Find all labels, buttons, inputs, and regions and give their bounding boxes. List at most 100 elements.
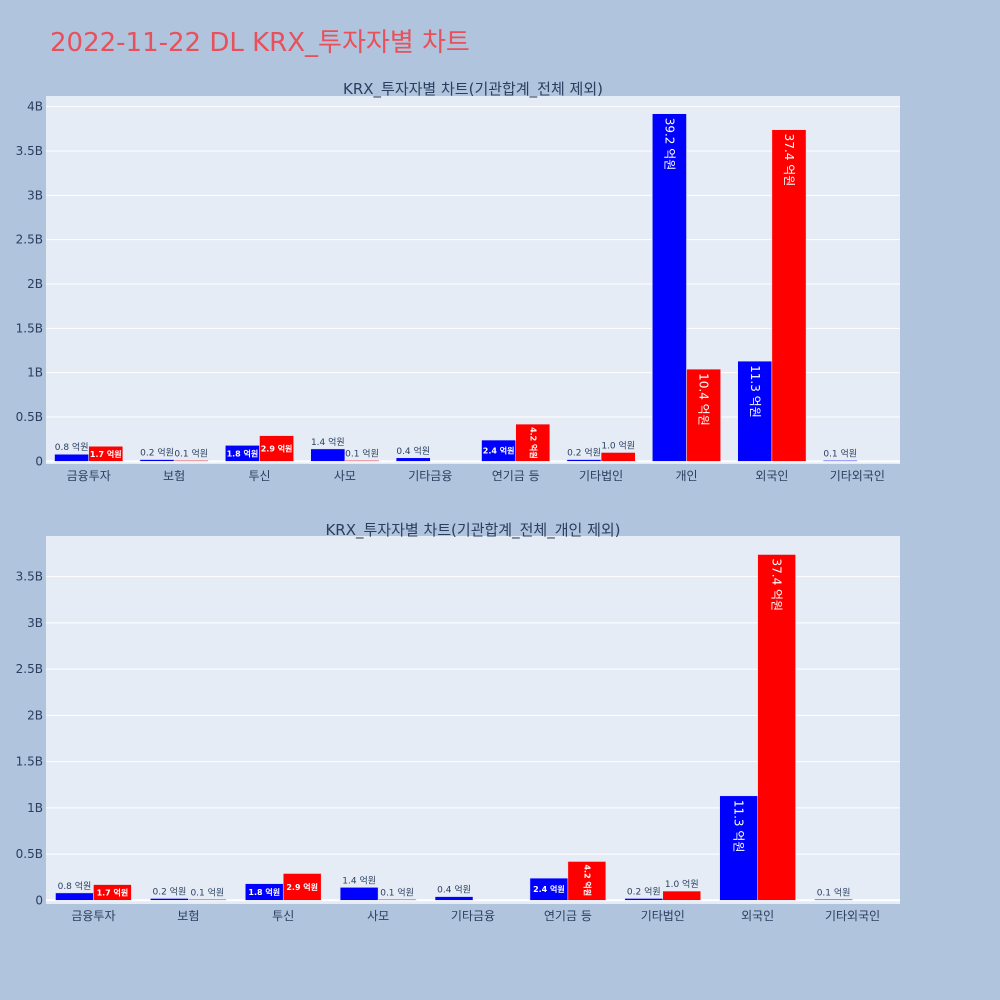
bar-label: 0.8 억원 [55, 441, 89, 453]
x-tick-label: 보험 [177, 909, 199, 923]
page-title: 2022-11-22 DL KRX_투자자별 차트 [50, 28, 470, 58]
bar [139, 459, 175, 462]
bar [339, 887, 379, 901]
bar [814, 899, 853, 901]
x-tick-label: 기타법인 [579, 469, 623, 483]
bar-label: 37.4 억원 [770, 558, 784, 611]
y-tick-label: 3B [27, 188, 43, 202]
bar [344, 460, 380, 462]
y-tick-label: 3B [27, 616, 43, 630]
bar [377, 899, 417, 901]
x-tick-label: 기타금융 [451, 909, 495, 923]
chart-title: KRX_투자자별 차트(기관합계_전체_개인 제외) [325, 521, 620, 540]
chart-2: 0 0.5B 1B 1.5B 2B 2.5B 3B 3.5B KRX_투자자별 차트(기관합계_… [16, 521, 900, 923]
x-tick-label: 금융투자 [67, 469, 111, 483]
x-tick-label: 사모 [367, 909, 389, 923]
x-tick-label: 금융투자 [71, 909, 115, 923]
bar [686, 368, 721, 462]
bar-label: 1.0 억원 [665, 878, 699, 890]
bar-label: 1.0 억원 [601, 439, 635, 451]
x-tick-label: 투신 [272, 909, 294, 923]
bar [259, 435, 294, 462]
y-tick-label: 0 [35, 454, 43, 468]
y-tick-label: 0 [35, 893, 43, 907]
bar [173, 460, 209, 462]
bar [150, 898, 189, 901]
y-tick-label: 0.5B [16, 410, 43, 424]
bar [434, 896, 474, 901]
bar [54, 453, 89, 462]
bar [395, 457, 431, 462]
bar-label: 1.7 억원 [90, 449, 122, 459]
bar-label: 2.4 억원 [533, 884, 565, 894]
y-tick-label: 2B [27, 277, 43, 291]
chart-title: KRX_투자자별 차트(기관합계_전체 제외) [343, 80, 603, 99]
bar-label: 0.1 억원 [345, 447, 379, 459]
y-tick-label: 1B [27, 366, 43, 380]
bar-label: 0.1 억원 [817, 886, 851, 898]
bar-label: 1.7 억원 [97, 887, 129, 897]
bar-label: 0.8 억원 [58, 880, 92, 892]
bar-label: 10.4 억원 [697, 373, 711, 426]
bar [88, 446, 124, 462]
x-tick-label: 투신 [248, 469, 270, 483]
bar [600, 452, 636, 462]
bar-label: 0.2 억원 [627, 885, 661, 897]
bar-label: 2.4 억원 [483, 446, 515, 456]
bar-label: 2.9 억원 [286, 882, 318, 892]
x-tick-label: 개인 [675, 469, 697, 483]
bar [310, 448, 346, 462]
bar-label: 0.2 억원 [152, 885, 186, 897]
bar [566, 459, 602, 462]
y-tick-label: 1.5B [16, 755, 43, 769]
bar-label: 0.1 억원 [174, 447, 208, 459]
bar-label: 0.4 억원 [437, 884, 471, 896]
chart-1: 0 0.5B 1B 1.5B 2B 2.5B 3B 3.5B 4B KRX_투자자별 차트(기관합… [16, 80, 900, 483]
x-tick-label: 사모 [334, 469, 356, 483]
bar [624, 898, 664, 901]
y-tick-label: 2.5B [16, 233, 43, 247]
bar-label: 4.2 억원 [528, 427, 538, 459]
y-tick-label: 4B [27, 100, 43, 114]
bar [771, 129, 807, 462]
x-tick-label: 기타외국인 [825, 909, 880, 923]
bar [515, 423, 551, 462]
bar [188, 899, 227, 901]
bar-label: 37.4 억원 [782, 134, 796, 187]
y-tick-label: 1B [27, 801, 43, 815]
x-tick-label: 연기금 등 [492, 469, 540, 483]
bar-label: 0.2 억원 [140, 447, 174, 459]
x-tick-label: 외국인 [741, 909, 774, 923]
bar [757, 554, 796, 901]
bar-label: 2.9 억원 [261, 443, 293, 453]
bar-label: 0.1 억원 [190, 886, 224, 898]
bar-label: 1.8 억원 [227, 448, 259, 458]
bar-label: 0.4 억원 [396, 445, 430, 457]
bar-label: 11.3 억원 [732, 800, 746, 853]
x-tick-label: 외국인 [755, 469, 788, 483]
y-tick-label: 2.5B [16, 662, 43, 676]
bar [93, 884, 132, 901]
y-tick-label: 3.5B [16, 144, 43, 158]
bar-label: 0.2 억원 [567, 447, 601, 459]
x-tick-label: 기타법인 [641, 909, 685, 923]
bar [719, 795, 758, 901]
bar-label: 11.3 억원 [748, 365, 762, 418]
bar-label: 1.4 억원 [342, 874, 376, 886]
bar [652, 113, 687, 462]
bar-label: 0.1 억원 [380, 886, 414, 898]
bar-label: 39.2 억원 [662, 118, 676, 171]
x-tick-label: 연기금 등 [544, 909, 592, 923]
x-tick-label: 보험 [163, 469, 185, 483]
bar-label: 0.1 억원 [823, 447, 857, 459]
y-tick-label: 0.5B [16, 847, 43, 861]
bar [282, 873, 322, 901]
bar [662, 890, 701, 901]
x-tick-label: 기타외국인 [830, 469, 885, 483]
y-tick-label: 2B [27, 708, 43, 722]
bar [822, 460, 858, 462]
bar-label: 4.2 억원 [582, 864, 592, 896]
y-tick-label: 1.5B [16, 321, 43, 335]
bar [55, 892, 94, 901]
bar-label: 1.4 억원 [311, 436, 345, 448]
